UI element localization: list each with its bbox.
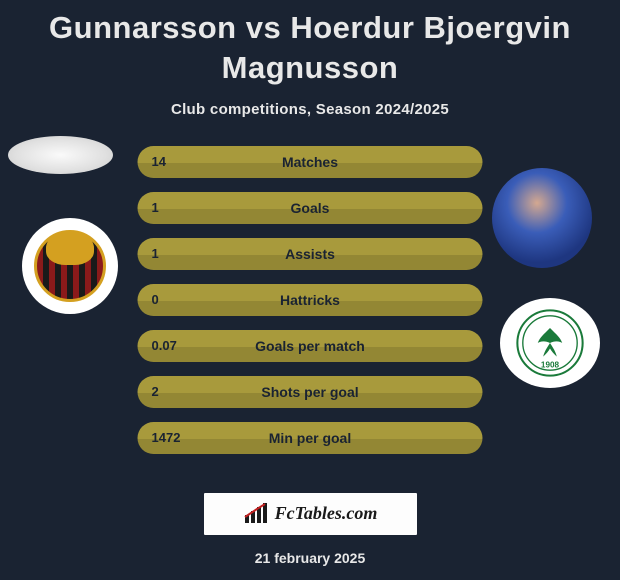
stat-value-left: 1472 — [152, 430, 181, 445]
stat-value-left: 1 — [152, 200, 159, 215]
stat-label: Goals — [291, 200, 330, 216]
stat-row-matches: 14 Matches — [138, 146, 483, 178]
stat-row-goals: 1 Goals — [138, 192, 483, 224]
stat-label: Assists — [285, 246, 335, 262]
date-text: 21 february 2025 — [0, 550, 620, 566]
brand-badge[interactable]: FcTables.com — [203, 492, 418, 536]
player-right-avatar — [492, 168, 592, 268]
stat-row-hattricks: 0 Hattricks — [138, 284, 483, 316]
page-title: Gunnarsson vs Hoerdur Bjoergvin Magnusso… — [0, 0, 620, 89]
club-right-crest-icon: 1908 — [516, 309, 584, 377]
comparison-area: 1908 14 Matches 1 Goals 1 Assists 0 Hatt… — [0, 146, 620, 476]
chart-icon — [243, 503, 269, 525]
club-left-crest-icon — [34, 230, 106, 302]
stat-label: Matches — [282, 154, 338, 170]
stat-value-left: 0.07 — [152, 338, 177, 353]
stat-value-left: 1 — [152, 246, 159, 261]
stat-row-shots-per-goal: 2 Shots per goal — [138, 376, 483, 408]
stat-label: Min per goal — [269, 430, 351, 446]
stat-row-assists: 1 Assists — [138, 238, 483, 270]
brand-text: FcTables.com — [275, 503, 378, 524]
svg-text:1908: 1908 — [541, 360, 560, 369]
stat-label: Shots per goal — [261, 384, 358, 400]
stat-row-min-per-goal: 1472 Min per goal — [138, 422, 483, 454]
player-left-avatar — [8, 136, 113, 174]
subtitle: Club competitions, Season 2024/2025 — [0, 101, 620, 118]
stat-value-left: 14 — [152, 154, 166, 169]
stat-value-left: 0 — [152, 292, 159, 307]
club-left-badge — [22, 218, 118, 314]
stat-label: Hattricks — [280, 292, 340, 308]
stat-value-left: 2 — [152, 384, 159, 399]
stat-label: Goals per match — [255, 338, 365, 354]
stat-bars: 14 Matches 1 Goals 1 Assists 0 Hattricks… — [138, 146, 483, 454]
club-right-badge: 1908 — [500, 298, 600, 388]
stat-row-goals-per-match: 0.07 Goals per match — [138, 330, 483, 362]
